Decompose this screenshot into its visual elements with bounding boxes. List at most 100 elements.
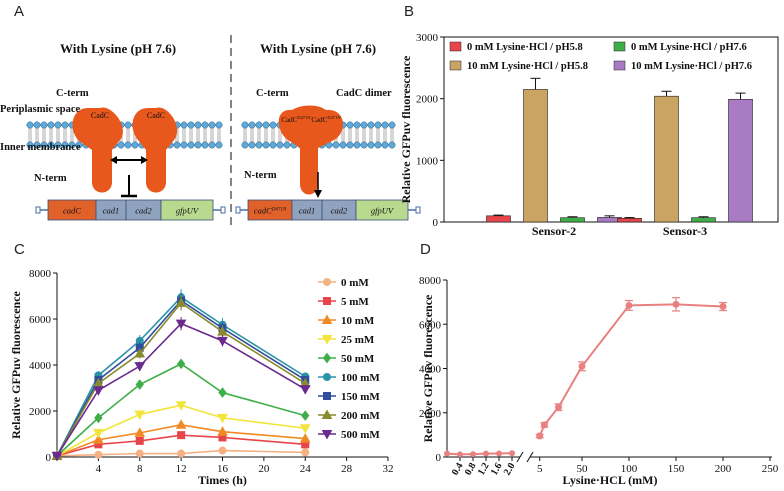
cterm-left-label: C-term (56, 88, 89, 99)
chart-c: 0 2000 4000 6000 8000 4 8 12 16 20 24 28 32 Times (h)… (9, 268, 394, 487)
lipid-head (173, 141, 181, 149)
lipid-head (367, 141, 375, 149)
data-point (134, 362, 146, 372)
x-axis-label: Lysine·HCL (mM) (562, 473, 657, 487)
lipid-head (26, 121, 34, 129)
data-point (323, 373, 331, 381)
lipid-head (255, 121, 263, 129)
data-point (323, 297, 331, 305)
data-point (299, 424, 311, 434)
bar (654, 95, 679, 223)
data-point (321, 314, 333, 324)
periplasmic-label: Periplasmic space (0, 104, 81, 115)
bar (617, 218, 642, 223)
x-tick-label: 4 (96, 463, 102, 475)
x-tick-label: 20 (258, 463, 270, 475)
cadc-label-2: CadC (147, 111, 165, 120)
x-tick-label: 8 (137, 463, 143, 475)
x-tick-label-high: 5 (537, 463, 543, 475)
lipid-head (381, 121, 389, 129)
data-point (218, 446, 227, 455)
lipid-head (248, 121, 256, 129)
chart-d: 0 2000 4000 6000 8000 Relative GFPuv fluoresc… (419, 275, 779, 487)
data-point (540, 421, 548, 429)
data-point (135, 379, 144, 390)
data-point (134, 347, 146, 358)
data-point (217, 336, 228, 347)
lipid-head (117, 141, 125, 149)
x-tick-label-high: 100 (621, 463, 638, 475)
data-point (175, 419, 187, 429)
lipid-head (61, 121, 69, 129)
panel-b-letter: B (404, 3, 414, 20)
data-point (578, 362, 586, 370)
right-title: With Lysine (pH 7.6) (260, 41, 376, 56)
lipid-head (360, 121, 368, 129)
data-point (93, 428, 104, 439)
legend-swatch (613, 41, 626, 52)
data-point (134, 427, 146, 437)
y-tick-label: 4000 (29, 360, 52, 372)
cadc-label-1: CadC (91, 111, 109, 120)
lipid-head (388, 141, 396, 149)
lipid-head (208, 141, 216, 149)
data-point (94, 450, 103, 459)
lipid-head (47, 141, 55, 149)
x-tick-label-high: 200 (715, 463, 732, 475)
lipid-head (194, 141, 202, 149)
y-tick-label: 8000 (419, 275, 442, 287)
lipid-head (68, 141, 76, 149)
data-point (93, 386, 104, 396)
gene-block (160, 199, 214, 221)
data-point (94, 412, 103, 424)
lipid-head (61, 141, 69, 149)
legend-label: 50 mM (341, 353, 375, 365)
series-line (56, 296, 306, 457)
lipid-head (269, 141, 277, 149)
lipid-head (124, 121, 132, 129)
x-tick-label-low: 0.8 (463, 461, 479, 477)
data-point (321, 430, 333, 440)
lipid-head (180, 141, 188, 149)
lipid-head (269, 121, 277, 129)
data-point (719, 303, 727, 311)
left-title: With Lysine (pH 7.6) (60, 41, 176, 56)
lipid-head (54, 141, 62, 149)
x-tick-label-low: 0.4 (450, 461, 466, 477)
data-point (625, 301, 633, 309)
gene-label: cadCD471N (254, 206, 287, 216)
lipid-head (353, 141, 361, 149)
lipid-head (353, 121, 361, 129)
data-point (175, 297, 187, 307)
data-point (299, 385, 311, 395)
cadc-monomer-2 (132, 107, 178, 193)
arrow-head-left (110, 156, 117, 164)
lipid-head (276, 141, 284, 149)
lipid-head (388, 121, 396, 129)
dna-end-left (35, 206, 41, 214)
y-axis-label: Relative GFPuv fluorescence (399, 55, 413, 203)
data-point (175, 401, 187, 411)
lipid-head (215, 121, 223, 129)
series-line (56, 423, 306, 457)
series-line (56, 301, 306, 457)
lipid-head (131, 141, 139, 149)
legend-label: 10 mM Lysine·HCl / pH5.8 (467, 61, 588, 72)
series-line (56, 404, 306, 457)
legend-swatch (613, 60, 626, 71)
legend-swatch (449, 41, 462, 52)
data-point (217, 413, 228, 424)
gene-label: cadC (63, 206, 81, 216)
series-line (56, 299, 306, 457)
x-axis-label: Times (h) (198, 473, 247, 487)
axis-break-mark (526, 451, 534, 463)
data-point (555, 403, 562, 411)
lipid-head (54, 121, 62, 129)
lipid-head (241, 121, 249, 129)
category-label: Sensor-2 (532, 224, 576, 238)
data-point (135, 449, 144, 458)
data-point (217, 426, 228, 436)
lipid-head (367, 121, 375, 129)
